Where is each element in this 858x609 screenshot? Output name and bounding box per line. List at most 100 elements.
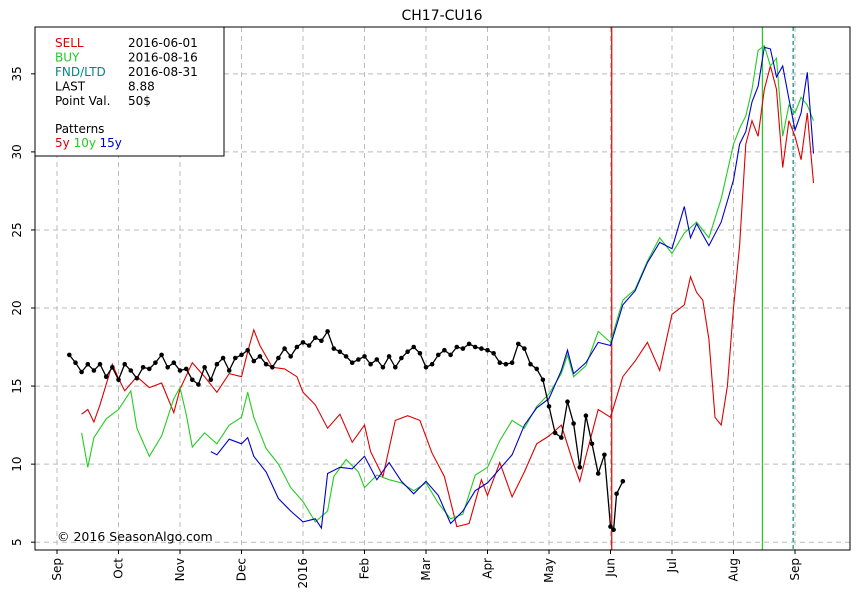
x-tick-label: Aug [727, 558, 741, 581]
price-point [509, 360, 515, 366]
price-point [263, 361, 269, 367]
price-point [380, 365, 386, 370]
price-point [257, 354, 263, 359]
price-point [516, 341, 521, 347]
pattern-legend-entry: 10y [74, 136, 96, 150]
price-point [571, 421, 576, 426]
info-value: 50$ [128, 94, 151, 108]
price-point [411, 344, 417, 350]
x-tick-label: Oct [112, 558, 126, 579]
x-tick-label: Feb [358, 558, 372, 579]
x-tick-label: Jul [665, 558, 679, 573]
info-rows: SELL 2016-06-01 BUY 2016-08-16 FND/LTD 2016-0… [55, 36, 198, 108]
price-point [134, 376, 140, 381]
price-point [356, 357, 361, 362]
info-value: 2016-06-01 [128, 36, 198, 50]
x-tick-label: Apr [481, 558, 495, 579]
copyright-text: © 2016 SeasonAlgo.com [57, 529, 213, 544]
price-point [442, 347, 447, 353]
price-point [73, 360, 78, 366]
price-point [313, 335, 318, 341]
price-point [337, 349, 343, 355]
price-point [300, 340, 306, 345]
patterns-label: Patterns [55, 122, 104, 136]
price-point [559, 435, 564, 440]
price-point [245, 347, 250, 353]
price-point [565, 399, 570, 405]
price-point [546, 404, 552, 409]
price-point [362, 354, 367, 359]
price-point [528, 361, 533, 367]
price-point [128, 368, 134, 373]
price-point [522, 346, 527, 351]
price-point [270, 365, 275, 370]
price-point [405, 349, 410, 355]
price-point [165, 365, 170, 370]
info-label: Point Val. [55, 94, 110, 108]
price-point [589, 441, 595, 447]
price-point [540, 377, 546, 383]
plot-frame [34, 26, 851, 551]
series-line-15y [210, 46, 815, 530]
series-line-10y [81, 44, 815, 523]
price-point [331, 346, 337, 351]
price-point [294, 344, 300, 350]
price-point [171, 360, 177, 366]
y-tick-label: 35 [10, 66, 24, 81]
info-box-frame [34, 26, 225, 157]
info-label: SELL [55, 36, 84, 50]
price-point [282, 346, 287, 351]
x-tick-label: Sep [50, 558, 64, 581]
price-point [602, 452, 607, 458]
price-point [343, 354, 349, 359]
price-point [122, 361, 127, 367]
grid-lines [35, 27, 850, 550]
info-value: 2016-08-16 [128, 51, 198, 65]
price-point [595, 471, 601, 476]
price-point [116, 377, 121, 383]
signal-lines [611, 27, 794, 550]
info-label: LAST [55, 80, 86, 94]
price-point [577, 465, 583, 470]
price-point [239, 352, 244, 358]
price-point [306, 343, 312, 348]
price-point [429, 361, 435, 367]
price-point [608, 524, 613, 529]
price-point [196, 382, 201, 387]
info-box: SELL 2016-06-01 BUY 2016-08-16 FND/LTD 2016-0… [34, 26, 225, 157]
price-point [190, 377, 195, 383]
y-tick-label: 10 [10, 456, 24, 471]
price-point [251, 358, 257, 364]
y-tick-label: 25 [10, 222, 24, 237]
x-axis-ticks: Sep Oct Nov Dec 2016 Feb Mar Apr May Jun Jul Aug Sep [50, 550, 802, 589]
x-tick-label: Sep [788, 558, 802, 581]
x-tick-label: Nov [173, 558, 187, 581]
price-point [276, 355, 281, 361]
pattern-legend-entry: 5y [55, 136, 70, 150]
price-point [497, 360, 503, 366]
price-point [110, 365, 115, 370]
info-value: 2016-08-31 [128, 65, 198, 79]
price-point [583, 413, 589, 419]
price-point [472, 344, 478, 350]
price-point [552, 430, 558, 436]
price-point [97, 361, 103, 367]
price-point [226, 368, 232, 373]
info-label: BUY [55, 51, 80, 65]
x-tick-label: Dec [235, 558, 249, 581]
price-point [202, 365, 207, 370]
price-point [485, 347, 490, 353]
price-point [454, 344, 460, 350]
y-axis-ticks: 5 10 15 20 25 30 35 [10, 66, 35, 546]
x-tick-label: May [542, 558, 556, 583]
price-point [79, 369, 84, 375]
price-point [368, 361, 373, 367]
y-tick-label: 5 [10, 538, 24, 546]
price-point [208, 377, 214, 383]
price-point [183, 366, 189, 372]
pattern-legend: 5y 10y 15y [55, 136, 122, 150]
price-point [393, 365, 398, 370]
price-point [319, 338, 324, 344]
price-point [159, 352, 164, 358]
